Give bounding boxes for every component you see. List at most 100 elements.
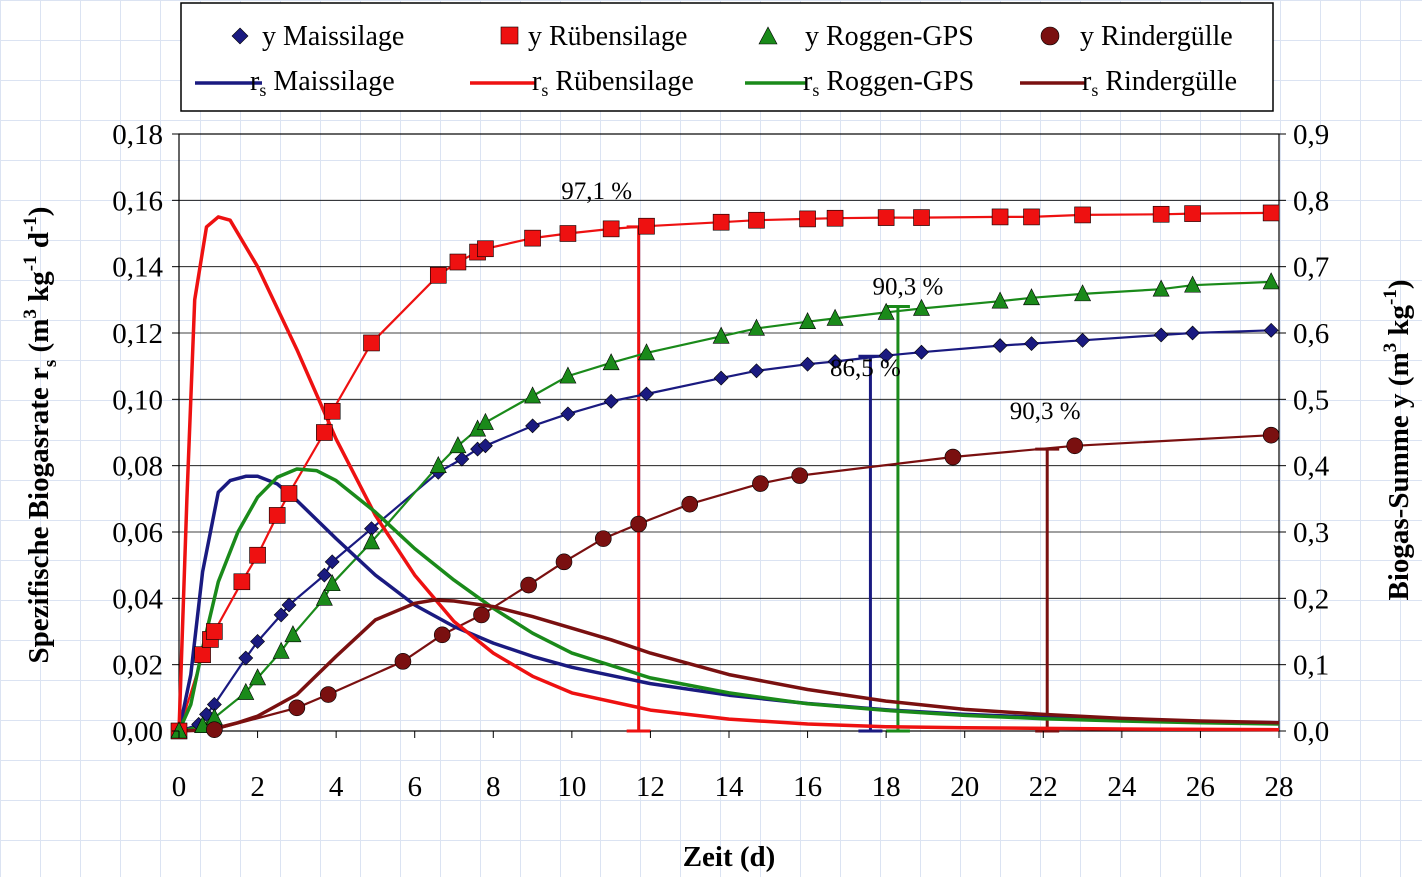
- circle-marker-icon: [1040, 26, 1060, 46]
- data-point: [429, 266, 447, 284]
- series-line: [177, 215, 1280, 732]
- svg-text:rs Maissilage: rs Maissilage: [250, 66, 395, 100]
- x-tick-label: 16: [793, 771, 822, 803]
- data-point: [206, 721, 223, 738]
- y-right-tick-label: 0,2: [1293, 583, 1329, 615]
- data-point: [250, 634, 265, 649]
- data-point: [827, 354, 843, 369]
- data-point: [363, 532, 380, 550]
- data-point: [1185, 325, 1200, 341]
- x-tick-label: 4: [329, 771, 344, 803]
- y-right-tick-label: 0,3: [1293, 517, 1329, 549]
- data-point: [316, 424, 333, 441]
- x-tick-label: 22: [1029, 771, 1058, 803]
- data-point: [199, 706, 214, 722]
- data-point: [272, 641, 290, 659]
- data-point: [914, 344, 929, 360]
- data-point: [630, 515, 647, 533]
- x-tick-label: 24: [1107, 771, 1137, 803]
- y-left-tick-label: 0,10: [112, 384, 163, 416]
- y-right-tick-label: 0,9: [1293, 119, 1329, 151]
- legend-box: [180, 2, 1274, 112]
- data-point: [602, 353, 620, 371]
- sum-markers: [170, 204, 1280, 740]
- data-point: [1262, 204, 1280, 222]
- y-right-tick-label: 0,1: [1293, 650, 1329, 682]
- legend-item-y-rinderguelle: y Rindergülle: [1040, 21, 1233, 52]
- y-right-tick-label: 0,5: [1293, 384, 1329, 416]
- data-point: [799, 312, 817, 330]
- data-point: [1074, 284, 1092, 302]
- series-fit-line: [177, 211, 1272, 732]
- data-point: [233, 573, 251, 591]
- y-left-tick-label: 0,00: [112, 716, 163, 748]
- data-point: [639, 386, 654, 402]
- data-point: [712, 326, 730, 344]
- rate-lines: [177, 211, 1280, 733]
- legend-item-rs-rinderguelle: rs Rindergülle: [1020, 66, 1237, 100]
- data-point: [268, 507, 286, 524]
- data-point: [1152, 205, 1170, 223]
- data-point: [1023, 208, 1040, 226]
- data-point: [944, 448, 962, 466]
- data-point: [520, 576, 537, 594]
- series-fit-line: [214, 434, 1272, 731]
- y-left-tick-label: 0,14: [112, 252, 163, 284]
- data-point: [826, 308, 844, 326]
- legend-item-y-maissilage: y Maissilage: [231, 21, 404, 52]
- data-point: [800, 356, 815, 372]
- y-right-tick-label: 0,6: [1293, 318, 1329, 350]
- data-point: [681, 495, 699, 513]
- annotation-labels: 97,1 % 90,3 % 86,5 % 90,3 %: [561, 178, 1080, 425]
- data-point: [991, 208, 1009, 226]
- data-point: [449, 436, 467, 454]
- diamond-marker-icon: [231, 27, 249, 45]
- annotation-label: 86,5 %: [830, 355, 901, 382]
- legend-item-y-roggen-gps: y Roggen-GPS: [758, 21, 974, 52]
- y-left-tick-label: 0,08: [112, 451, 163, 483]
- data-point: [524, 386, 542, 404]
- svg-text:y Roggen-GPS: y Roggen-GPS: [805, 21, 974, 52]
- data-point: [878, 348, 894, 363]
- data-point: [748, 318, 765, 336]
- data-point: [473, 606, 490, 624]
- data-point: [559, 366, 577, 384]
- annotation-label: 90,3 %: [1010, 398, 1081, 425]
- svg-text:y Rübensilage: y Rübensilage: [528, 21, 687, 52]
- svg-text:rs Rindergülle: rs Rindergülle: [1082, 66, 1237, 100]
- data-point: [1152, 279, 1170, 297]
- y-right-tick-label: 0,4: [1293, 451, 1330, 483]
- x-tick-label: 0: [172, 771, 187, 803]
- y-right-tick-label: 0,7: [1293, 252, 1329, 284]
- data-point: [280, 485, 298, 502]
- data-point: [433, 626, 451, 644]
- x-tick-label: 14: [715, 771, 745, 803]
- data-point: [323, 402, 341, 420]
- data-point: [799, 210, 816, 228]
- data-point: [752, 475, 769, 492]
- svg-text:rs Roggen-GPS: rs Roggen-GPS: [803, 66, 974, 100]
- data-point: [316, 567, 332, 583]
- data-point: [1153, 327, 1169, 343]
- legend-item-rs-ruebensilage: rs Rübensilage: [470, 66, 694, 100]
- data-point: [602, 220, 620, 238]
- data-point: [1074, 206, 1091, 224]
- data-point: [1066, 437, 1084, 455]
- y-left-ticks: 0,00 0,02 0,04 0,06 0,08 0,10 0,12 0,14 0,16 0,18: [112, 119, 179, 748]
- x-tick-label: 2: [250, 771, 265, 803]
- data-point: [1075, 332, 1090, 348]
- data-point: [560, 406, 576, 422]
- legend-item-rs-roggen-gps: rs Roggen-GPS: [745, 66, 974, 100]
- data-point: [991, 291, 1009, 309]
- data-point: [877, 209, 895, 226]
- y-right-axis-title: Biogas-Summe y (m3 kg-1): [1380, 280, 1415, 601]
- data-point: [206, 623, 223, 640]
- series-line: [178, 598, 1280, 733]
- data-point: [992, 338, 1008, 354]
- grid: [179, 199, 1279, 666]
- legend: y Maissilage y Rübensilage y Roggen-GPS …: [180, 2, 1274, 112]
- svg-text:y Maissilage: y Maissilage: [262, 21, 404, 52]
- data-point: [273, 607, 289, 623]
- data-point: [791, 467, 809, 484]
